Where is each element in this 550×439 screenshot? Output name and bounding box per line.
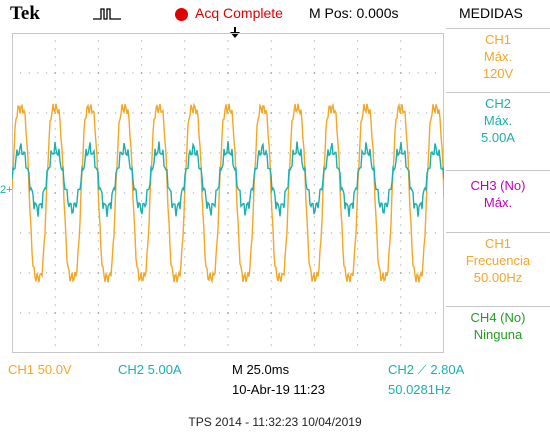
horizontal-position: M Pos: 0.000s	[309, 5, 399, 21]
measure-4-value: 50.00Hz	[473, 270, 523, 285]
measure-4-source: CH1	[484, 236, 511, 251]
measure-1-value: 120V	[482, 66, 514, 81]
trigger-level: CH2 ⟋ 2.80A	[388, 362, 465, 377]
ch1-waveform	[12, 102, 444, 284]
ch2-scale: CH2 5.00A	[118, 362, 182, 377]
measure-5[interactable]: CH4 (No) Ninguna	[446, 306, 550, 356]
measure-3[interactable]: CH3 (No) Máx.	[446, 170, 550, 232]
ch1-scale: CH1 50.0V	[8, 362, 72, 377]
date-time: 10-Abr-19 11:23	[232, 382, 325, 397]
top-status-bar: Tek Acq Complete M Pos: 0.000s MEDIDAS	[0, 0, 550, 28]
measure-3-source: CH3 (No)	[470, 178, 526, 193]
brand-logo: Tek	[10, 3, 40, 24]
oscilloscope-display	[12, 33, 444, 353]
measure-menu-title[interactable]: MEDIDAS	[459, 5, 523, 21]
trigger-frequency: 50.0281Hz	[388, 382, 451, 397]
measure-4-type: Frecuencia	[465, 253, 531, 268]
measure-5-type: Ninguna	[473, 327, 523, 342]
measure-1-source: CH1	[484, 32, 511, 47]
acq-status: Acq Complete	[195, 5, 283, 21]
measure-3-type: Máx.	[483, 195, 513, 210]
timebase: M 25.0ms	[232, 362, 290, 377]
measure-1-type: Máx.	[483, 49, 513, 64]
acq-status-icon	[175, 8, 188, 21]
capture-footer: TPS 2014 - 11:32:23 10/04/2019	[188, 415, 362, 429]
trigger-mode-icon	[93, 8, 121, 20]
measure-2[interactable]: CH2 Máx. 5.00A	[446, 92, 550, 158]
measure-2-value: 5.00A	[481, 130, 515, 145]
measure-5-source: CH4 (No)	[470, 310, 526, 325]
ch2-waveform	[12, 141, 444, 217]
measure-2-type: Máx.	[483, 113, 513, 128]
measure-2-source: CH2	[484, 96, 511, 111]
graticule	[12, 33, 444, 353]
ch2-ground-marker: 2+	[0, 184, 13, 196]
measure-1[interactable]: CH1 Máx. 120V	[446, 28, 550, 90]
measure-4[interactable]: CH1 Frecuencia 50.00Hz	[446, 232, 550, 298]
